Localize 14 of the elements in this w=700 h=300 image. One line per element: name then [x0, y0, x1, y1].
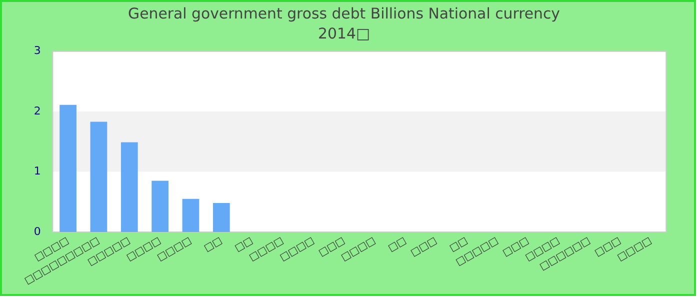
- y-tick-label: 3: [34, 44, 41, 58]
- bar: [90, 122, 108, 232]
- y-tick-label: 2: [34, 104, 41, 118]
- x-tick-label: □□: [202, 235, 224, 254]
- bar: [212, 203, 230, 232]
- x-tick-label: □□: [386, 235, 408, 254]
- y-tick-label: 1: [34, 164, 41, 178]
- bar: [120, 142, 138, 232]
- bar: [60, 104, 76, 232]
- bar: [182, 198, 200, 232]
- chart-subtitle: 2014□: [318, 24, 370, 42]
- bar: [152, 180, 168, 232]
- y-tick-label: 0: [34, 224, 41, 238]
- chart-title: General government gross debt Billions National currency: [128, 4, 560, 23]
